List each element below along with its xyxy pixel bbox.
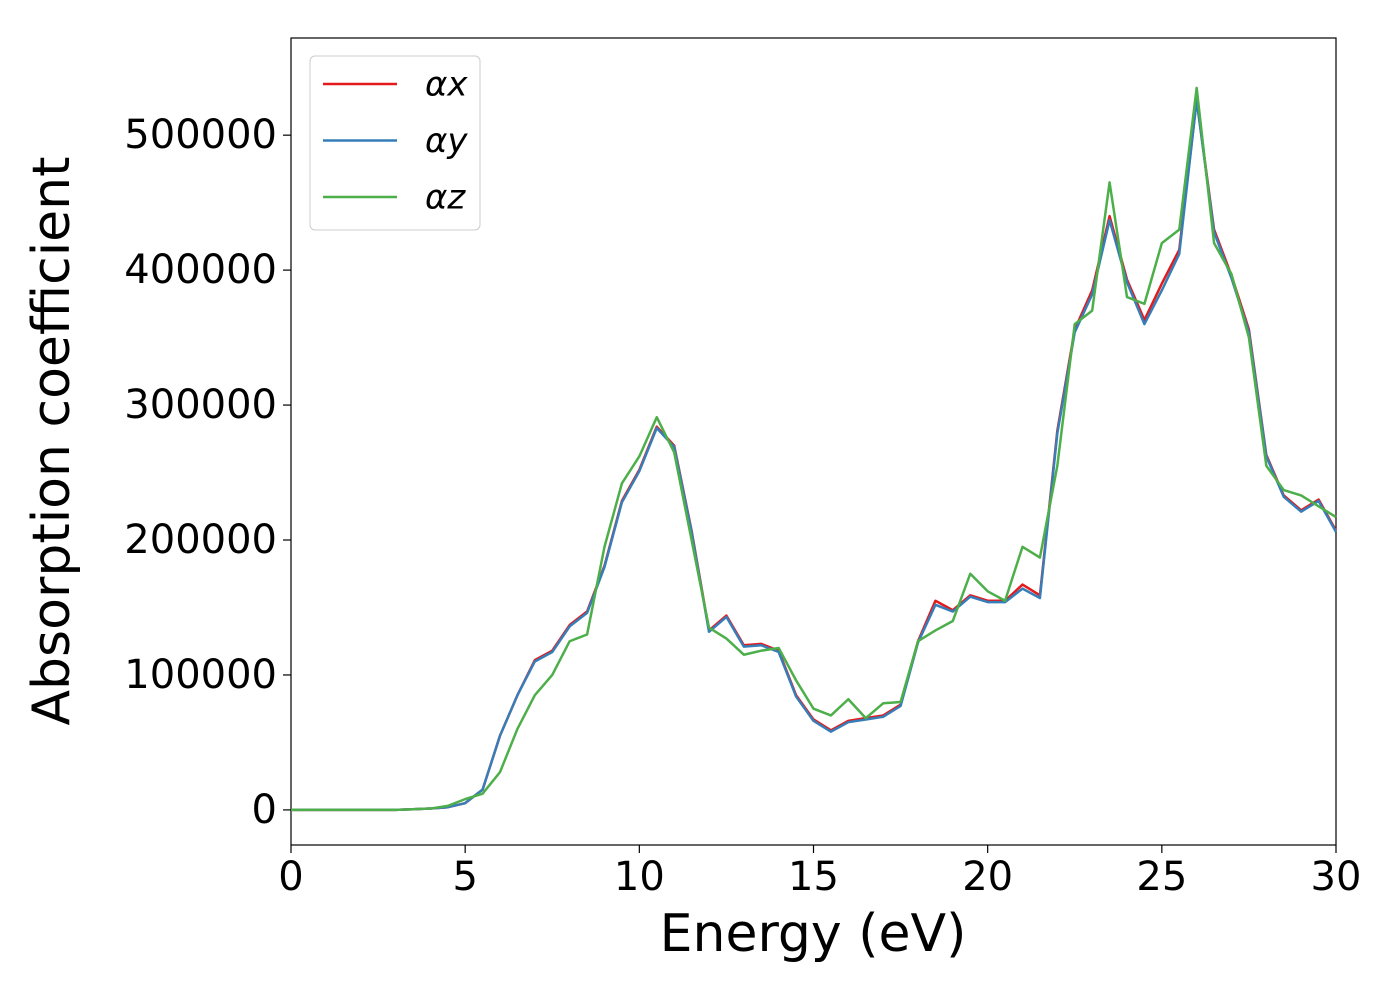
x-tick-label: 30 [1311, 854, 1362, 900]
y-tick-label: 0 [252, 787, 277, 833]
y-tick-label: 100000 [124, 652, 277, 698]
y-tick-label: 500000 [124, 112, 277, 158]
legend-label: αy [425, 121, 468, 161]
y-tick-label: 300000 [124, 382, 277, 428]
x-tick-label: 15 [788, 854, 839, 900]
x-axis-label: Energy (eV) [660, 904, 967, 964]
legend-label: αz [425, 178, 466, 218]
legend-label: αx [425, 65, 468, 105]
legend-box [309, 55, 481, 231]
x-tick-label: 25 [1136, 854, 1187, 900]
x-tick-label: 0 [278, 854, 303, 900]
x-tick-label: 20 [962, 854, 1013, 900]
series-line [291, 98, 1338, 812]
y-tick-label: 400000 [124, 247, 277, 293]
x-tick-label: 5 [452, 854, 477, 900]
series-line [291, 86, 1337, 812]
y-tick-label: 200000 [124, 517, 277, 563]
y-axis-label: Absorption coefficient [22, 156, 82, 725]
x-tick-label: 10 [614, 854, 665, 900]
